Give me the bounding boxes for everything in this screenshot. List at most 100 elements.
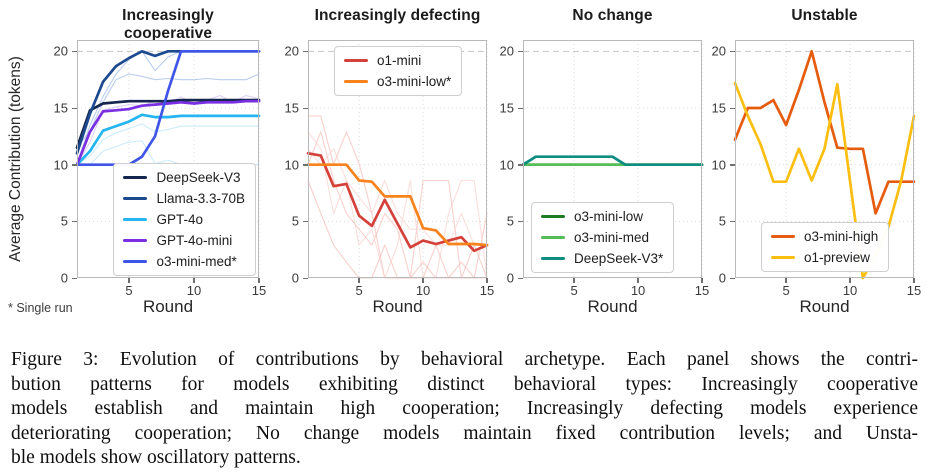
y-tick-mark <box>72 164 77 166</box>
y-tick-mark <box>518 107 523 109</box>
figure-panels: Increasingly cooperative Average Contrib… <box>0 0 929 332</box>
panel-title: No change <box>572 7 653 24</box>
y-tick-mark <box>518 164 523 166</box>
y-tick-label: 10 <box>284 157 299 173</box>
caption-line: ble models show oscillatory patterns. <box>11 447 301 469</box>
legend-label: GPT-4o <box>156 212 203 227</box>
y-tick-label: 20 <box>499 43 514 59</box>
x-axis-label: Round <box>372 297 423 316</box>
x-tick-mark <box>422 278 424 283</box>
plot-area: DeepSeek-V3 Llama-3.3-70B GPT-4o GPT-4o-min… <box>75 40 261 278</box>
y-tick-mark <box>303 220 308 223</box>
x-tick-mark <box>258 278 260 283</box>
legend-label: o1-mini <box>377 53 422 68</box>
legend: DeepSeek-V3 Llama-3.3-70B GPT-4o GPT-4o-min… <box>113 163 256 276</box>
legend-item: DeepSeek-V3* <box>541 251 663 266</box>
legend-swatch <box>344 80 368 83</box>
series-line <box>75 49 261 167</box>
legend-swatch <box>541 215 565 218</box>
x-tick-mark <box>701 278 703 283</box>
legend-label: o1-preview <box>804 250 871 265</box>
y-tick-label: 10 <box>499 157 514 173</box>
legend-item: DeepSeek-V3 <box>123 170 245 185</box>
background-run-line <box>76 73 260 149</box>
plot-border <box>77 40 259 278</box>
legend-swatch <box>123 239 148 242</box>
panel-no-change: No change o3-mini-low o3-mini-med DeepSeek… <box>485 0 710 332</box>
y-tick-label: 20 <box>53 43 68 59</box>
legend-label: GPT-4o-mini <box>156 233 233 248</box>
caption-line: Figure 3: Evolution of contributions by … <box>11 349 918 370</box>
y-tick-mark <box>730 164 735 166</box>
background-run-line <box>76 123 260 166</box>
panel-increasingly-cooperative: Increasingly cooperative Average Contrib… <box>0 0 270 332</box>
legend: o1-mini o3-mini-low* <box>334 46 463 96</box>
legend-item: o1-preview <box>771 250 878 265</box>
plot-border <box>308 40 487 278</box>
legend-item: GPT-4o <box>123 212 245 227</box>
x-tick-mark <box>785 278 787 283</box>
x-tick-label: 10 <box>630 283 646 298</box>
legend-swatch <box>344 59 368 62</box>
y-tick-label: 15 <box>711 100 726 116</box>
y-tick-label: 5 <box>60 213 68 229</box>
plot-border <box>735 40 914 278</box>
background-run-line <box>307 131 488 279</box>
panel-title: Unstable <box>791 7 858 24</box>
x-tick-label: 5 <box>782 283 790 298</box>
y-tick-label: 0 <box>60 270 68 286</box>
y-tick-label: 10 <box>711 157 726 173</box>
legend-swatch <box>541 236 565 239</box>
x-tick-mark <box>637 278 639 283</box>
y-tick-mark <box>518 50 523 53</box>
legend-swatch <box>123 218 148 221</box>
legend-item: o3-mini-low <box>541 209 663 224</box>
legend-label: o3-mini-high <box>804 229 879 244</box>
y-tick-label: 5 <box>718 213 726 229</box>
y-tick-mark <box>730 50 735 53</box>
series-line <box>75 113 261 167</box>
legend: o3-mini-high o1-preview <box>761 222 890 272</box>
legend-swatch <box>541 257 565 260</box>
x-axis-label: Round <box>142 297 194 316</box>
y-tick-mark <box>730 220 735 223</box>
legend-label: o3-mini-low <box>574 209 644 224</box>
caption-line: deteriorating cooperation; No change mod… <box>11 422 918 444</box>
background-run-line <box>76 140 260 166</box>
y-tick-label: 15 <box>499 100 514 116</box>
x-tick-label: 10 <box>186 283 202 298</box>
chart-svg <box>521 40 704 278</box>
plot-area: o3-mini-high o1-preview <box>733 40 916 280</box>
series-line <box>521 155 704 167</box>
legend-label: o3-mini-low* <box>377 74 452 89</box>
figure-caption: Figure 3: Evolution of contributions by … <box>0 348 929 471</box>
x-tick-mark <box>128 278 130 283</box>
series-line <box>75 99 261 167</box>
x-tick-label: 5 <box>355 283 363 298</box>
y-tick-label: 20 <box>711 43 726 59</box>
x-tick-label: 5 <box>125 283 133 298</box>
legend-label: o3-mini-med* <box>156 254 237 269</box>
x-tick-label: 10 <box>415 283 431 298</box>
y-tick-mark <box>518 220 523 223</box>
x-tick-label: 5 <box>570 283 578 298</box>
legend-item: o3-mini-med* <box>123 254 245 269</box>
y-tick-label: 5 <box>291 213 299 229</box>
y-tick-mark <box>72 50 77 53</box>
legend-label: o3-mini-med <box>574 230 650 245</box>
legend-swatch <box>123 176 148 179</box>
legend-item: o1-mini <box>344 53 451 68</box>
y-tick-mark <box>518 277 523 279</box>
y-tick-label: 0 <box>718 270 726 286</box>
chart-svg <box>75 40 261 278</box>
series-line <box>75 98 261 150</box>
y-tick-mark <box>303 50 308 53</box>
x-tick-mark <box>913 278 915 283</box>
y-tick-mark <box>72 107 77 109</box>
figure-footnote: * Single run <box>8 301 73 315</box>
panel-unstable: Unstable o3-mini-high o1-preview Round 0 5… <box>697 0 929 332</box>
legend-label: DeepSeek-V3 <box>156 170 241 185</box>
y-tick-mark <box>730 277 735 279</box>
legend-label: Llama-3.3-70B <box>156 191 245 206</box>
plot-border <box>523 40 702 278</box>
